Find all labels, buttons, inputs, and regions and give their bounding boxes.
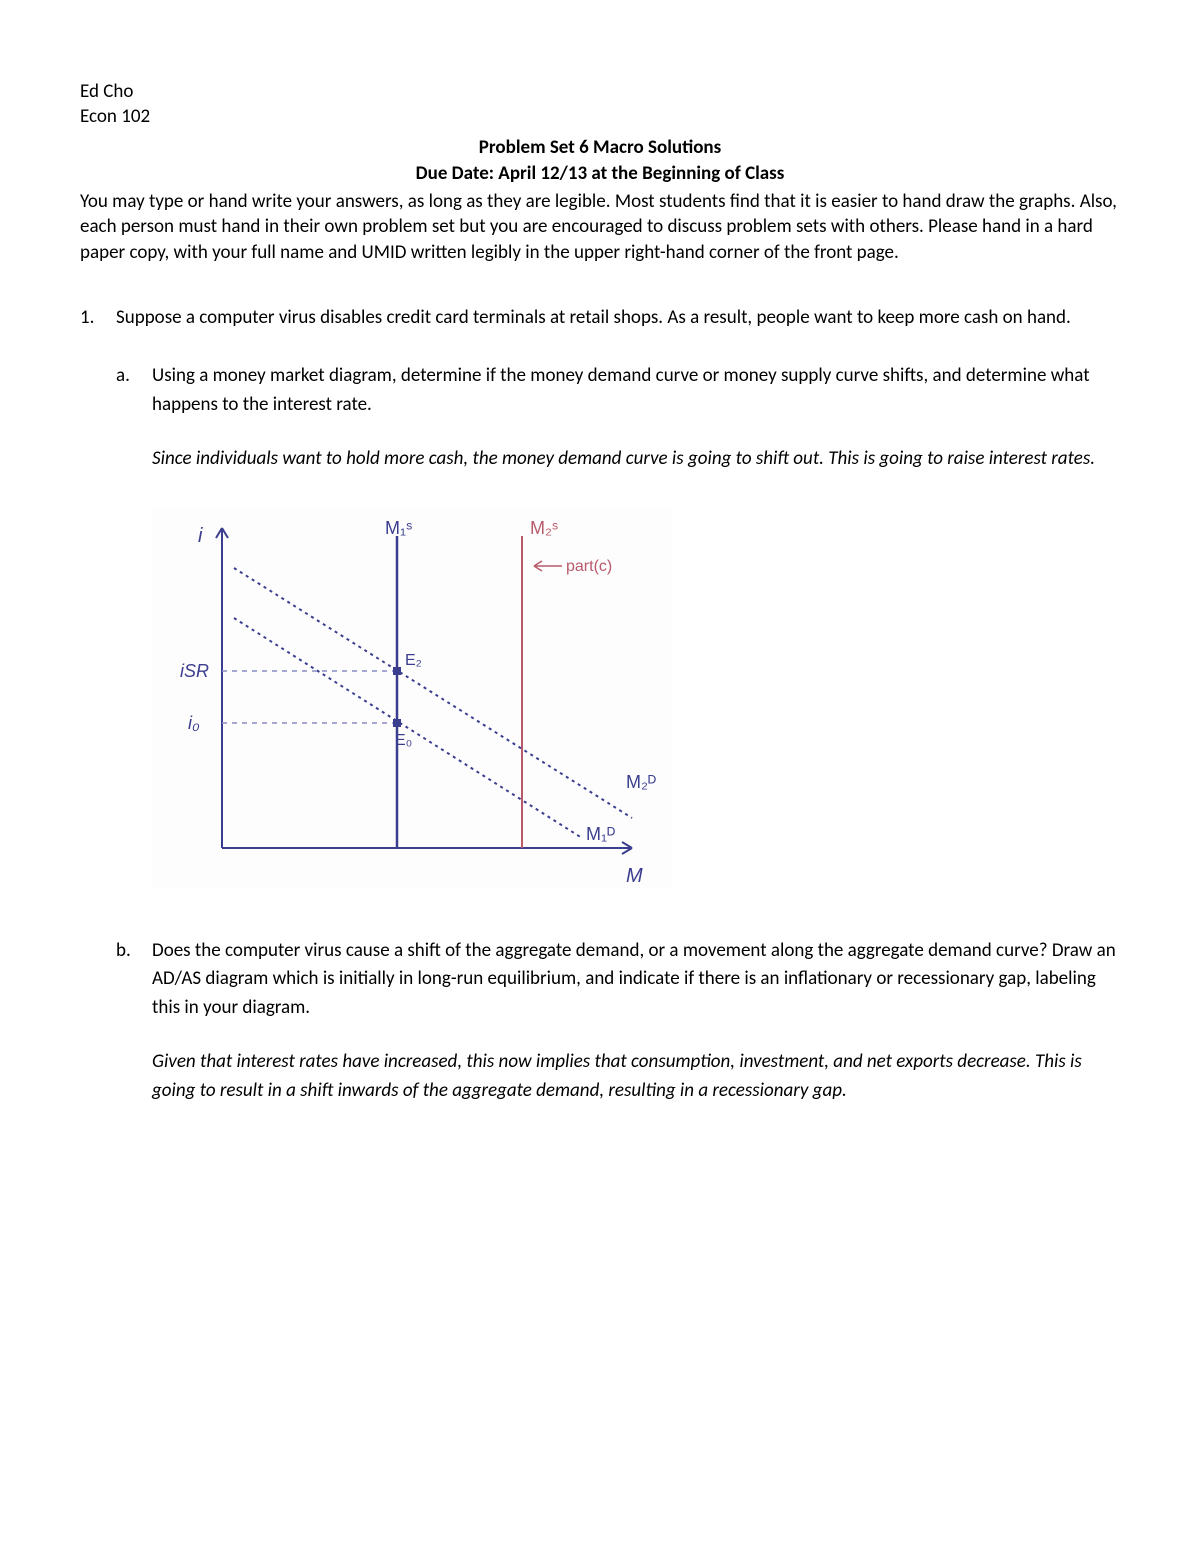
svg-text:iSR: iSR	[180, 661, 209, 681]
svg-text:M: M	[626, 865, 643, 887]
money-market-diagram: i M M₁ˢ M₂ˢ part(c) iSR i₀ E₀ E₂ M₁ᴰ M₂ᴰ	[80, 508, 1120, 893]
question-1: 1. Suppose a computer virus disables cre…	[80, 304, 1120, 1106]
q1a-letter: a.	[116, 362, 152, 419]
header-author: Ed Cho	[80, 80, 1120, 105]
title-line1: Problem Set 6 Macro Solutions	[80, 135, 1120, 161]
svg-text:part(c): part(c)	[566, 558, 612, 575]
header-course: Econ 102	[80, 105, 1120, 130]
q1-text: Suppose a computer virus disables credit…	[116, 304, 1120, 333]
money-market-svg: i M M₁ˢ M₂ˢ part(c) iSR i₀ E₀ E₂ M₁ᴰ M₂ᴰ	[152, 508, 672, 888]
svg-text:M₂ᴰ: M₂ᴰ	[626, 772, 656, 792]
q1a-answer: Since individuals want to hold more cash…	[80, 445, 1120, 474]
q1b-answer: Given that interest rates have increased…	[80, 1048, 1120, 1105]
svg-text:i: i	[198, 525, 203, 547]
q1-part-a: a. Using a money market diagram, determi…	[80, 362, 1120, 419]
document-page: Ed Cho Econ 102 Problem Set 6 Macro Solu…	[0, 0, 1200, 1553]
q1b-letter: b.	[116, 937, 152, 1023]
svg-text:i₀: i₀	[188, 713, 200, 733]
title-block: Problem Set 6 Macro Solutions Due Date: …	[80, 135, 1120, 186]
q1b-question: Does the computer virus cause a shift of…	[152, 937, 1120, 1023]
title-line2: Due Date: April 12/13 at the Beginning o…	[80, 161, 1120, 187]
q1-number: 1.	[80, 304, 116, 333]
svg-text:M₁ˢ: M₁ˢ	[385, 518, 412, 538]
q1a-question: Using a money market diagram, determine …	[152, 362, 1120, 419]
svg-text:E₂: E₂	[405, 652, 422, 669]
svg-text:E₀: E₀	[395, 732, 412, 749]
q1-part-b: b. Does the computer virus cause a shift…	[80, 937, 1120, 1023]
svg-text:M₂ˢ: M₂ˢ	[530, 518, 558, 538]
intro-paragraph: You may type or hand write your answers,…	[80, 189, 1120, 266]
svg-text:M₁ᴰ: M₁ᴰ	[586, 824, 615, 844]
